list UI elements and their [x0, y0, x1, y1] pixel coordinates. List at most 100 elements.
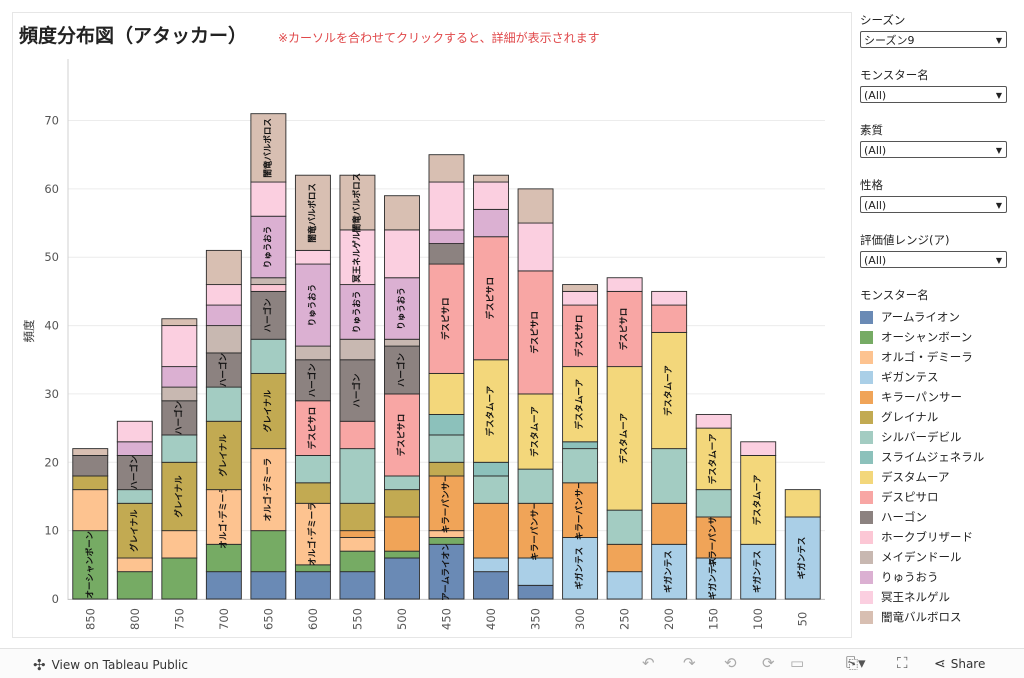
bar-segment[interactable]: [428, 434, 465, 463]
bar-segment[interactable]: [294, 345, 331, 361]
bar-segment[interactable]: [339, 502, 376, 532]
bar-segment[interactable]: [116, 571, 153, 600]
bar-segment[interactable]: [205, 325, 242, 354]
bar-segment[interactable]: [116, 420, 153, 443]
redo-icon[interactable]: ↷: [683, 654, 696, 672]
bar-segment[interactable]: [473, 208, 509, 238]
bar-segment[interactable]: [205, 571, 242, 600]
bar-segment[interactable]: [517, 393, 554, 470]
bar-segment[interactable]: [205, 352, 242, 388]
bar-segment[interactable]: [339, 359, 376, 422]
bar-segment[interactable]: [72, 530, 109, 600]
filter-dropdown[interactable]: シーズン9 ▼: [860, 31, 1007, 48]
bar-segment[interactable]: [784, 516, 821, 600]
bar-segment[interactable]: [606, 571, 643, 600]
bar-segment[interactable]: [562, 366, 599, 443]
bar-segment[interactable]: [116, 557, 153, 573]
bar-segment[interactable]: [517, 468, 554, 504]
bar-segment[interactable]: [384, 475, 420, 491]
bar-segment[interactable]: [428, 229, 465, 245]
bar-segment[interactable]: [384, 516, 420, 552]
bar-segment[interactable]: [562, 537, 599, 600]
bar-segment[interactable]: [562, 448, 599, 484]
bar-segment[interactable]: [784, 489, 821, 518]
legend-item[interactable]: キラーパンサー: [860, 387, 1016, 407]
bar-segment[interactable]: [339, 420, 376, 450]
bar-segment[interactable]: [250, 284, 287, 292]
bar-segment[interactable]: [339, 174, 376, 231]
bar-segment[interactable]: [562, 290, 599, 306]
fullscreen-icon[interactable]: ⛶: [897, 654, 908, 672]
legend-item[interactable]: ホークブリザード: [860, 527, 1016, 547]
filter-dropdown[interactable]: (All) ▼: [860, 251, 1007, 268]
bar-segment[interactable]: [205, 386, 242, 422]
bar-segment[interactable]: [695, 413, 732, 429]
bar-segment[interactable]: [651, 304, 688, 333]
bar-segment[interactable]: [294, 400, 331, 456]
legend-item[interactable]: デスピサロ: [860, 487, 1016, 507]
bar-segment[interactable]: [250, 113, 287, 183]
bar-segment[interactable]: [116, 455, 153, 491]
bar-segment[interactable]: [384, 277, 420, 340]
bar-segment[interactable]: [161, 366, 198, 388]
bar-segment[interactable]: [161, 318, 198, 327]
legend-item[interactable]: メイデンドール: [860, 547, 1016, 567]
download-icon[interactable]: ⎘▾: [846, 654, 866, 672]
bar-segment[interactable]: [339, 448, 376, 504]
legend-item[interactable]: ハーゴン: [860, 507, 1016, 527]
bar-segment[interactable]: [161, 530, 198, 559]
legend-item[interactable]: 冥王ネルゲル: [860, 587, 1016, 607]
bar-segment[interactable]: [161, 557, 198, 600]
filter-dropdown[interactable]: (All) ▼: [860, 141, 1007, 158]
legend-item[interactable]: りゅうおう: [860, 567, 1016, 587]
stacked-bar-chart[interactable]: 010203040506070頻度オーシャンボーン850グレイナルハーゴン800…: [13, 13, 851, 637]
legend-item[interactable]: シルバーデビル: [860, 427, 1016, 447]
bar-segment[interactable]: [428, 413, 465, 436]
filter-dropdown[interactable]: (All) ▼: [860, 196, 1007, 213]
bar-segment[interactable]: [250, 372, 287, 450]
bar-segment[interactable]: [695, 489, 732, 518]
bar-segment[interactable]: [339, 550, 376, 573]
bar-segment[interactable]: [428, 181, 465, 231]
bar-segment[interactable]: [384, 489, 420, 518]
bar-segment[interactable]: [205, 304, 242, 327]
bar-segment[interactable]: [72, 455, 109, 477]
bar-segment[interactable]: [384, 338, 420, 347]
bar-segment[interactable]: [339, 284, 376, 340]
pause-icon[interactable]: ▭: [790, 654, 805, 672]
bar-segment[interactable]: [651, 448, 688, 504]
bar-segment[interactable]: [473, 571, 509, 600]
bar-segment[interactable]: [428, 537, 465, 545]
bar-segment[interactable]: [517, 270, 554, 395]
bar-segment[interactable]: [250, 530, 287, 573]
bar-segment[interactable]: [428, 475, 465, 532]
bar-segment[interactable]: [428, 243, 465, 265]
bar-segment[interactable]: [562, 482, 599, 538]
bar-segment[interactable]: [294, 455, 331, 484]
bar-segment[interactable]: [473, 181, 509, 210]
bar-segment[interactable]: [606, 509, 643, 545]
bar-segment[interactable]: [72, 475, 109, 491]
bar-segment[interactable]: [339, 229, 376, 286]
bar-segment[interactable]: [428, 372, 465, 415]
bar-segment[interactable]: [473, 475, 509, 504]
bar-segment[interactable]: [695, 427, 732, 491]
bar-segment[interactable]: [473, 461, 509, 477]
legend-item[interactable]: アームライオン: [860, 307, 1016, 327]
bar-segment[interactable]: [473, 174, 509, 183]
view-on-tableau-link[interactable]: ✣ View on Tableau Public: [33, 656, 188, 674]
bar-segment[interactable]: [339, 537, 376, 552]
undo-icon[interactable]: ↶: [642, 654, 655, 672]
bar-segment[interactable]: [473, 236, 509, 361]
bar-segment[interactable]: [606, 277, 643, 292]
bar-segment[interactable]: [695, 516, 732, 559]
bar-segment[interactable]: [116, 489, 153, 504]
bar-segment[interactable]: [517, 557, 554, 586]
bar-segment[interactable]: [606, 543, 643, 573]
bar-segment[interactable]: [161, 386, 198, 402]
bar-segment[interactable]: [384, 345, 420, 395]
legend-item[interactable]: ギガンテス: [860, 367, 1016, 387]
bar-segment[interactable]: [72, 448, 109, 456]
bar-segment[interactable]: [250, 338, 287, 374]
bar-segment[interactable]: [294, 174, 331, 251]
